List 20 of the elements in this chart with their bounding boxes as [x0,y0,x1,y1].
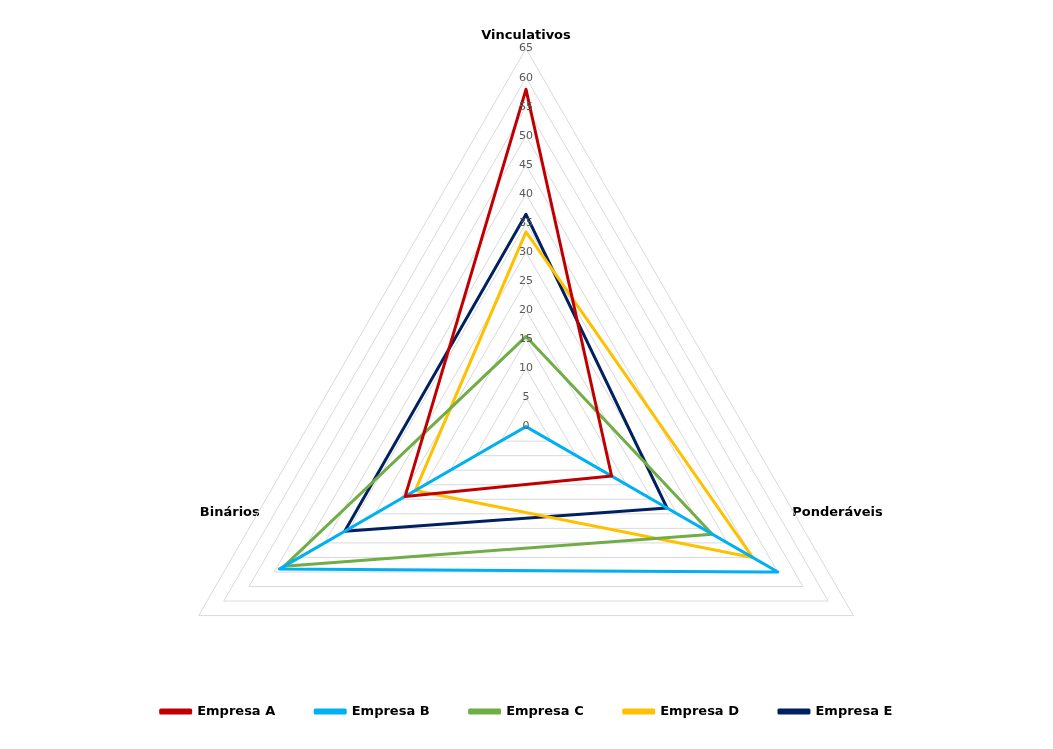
y-tick-label: 5 [522,390,530,404]
spoke-label: Vinculativos [481,27,572,43]
legend-label: Empresa E [815,702,893,718]
y-tick-label: 55 [519,99,533,113]
spoke-label: Ponderáveis [792,503,883,519]
y-tick-label: 65 [519,41,533,55]
legend-label: Empresa B [351,702,430,718]
y-tick-label: 10 [519,361,533,375]
y-tick-label: 20 [519,303,533,317]
legend-label: Empresa A [197,702,276,718]
y-tick-label: 30 [519,245,533,258]
legend-label: Empresa C [506,702,584,718]
y-tick-label: 40 [519,186,533,200]
y-tick-label: 50 [519,128,533,142]
y-tick-label: 60 [519,70,533,84]
y-tick-label: 25 [519,274,533,288]
spoke-label: Binários [199,503,261,519]
legend-label: Empresa D [660,702,740,718]
y-tick-label: 45 [519,157,533,171]
y-tick-label: 35 [519,215,533,229]
